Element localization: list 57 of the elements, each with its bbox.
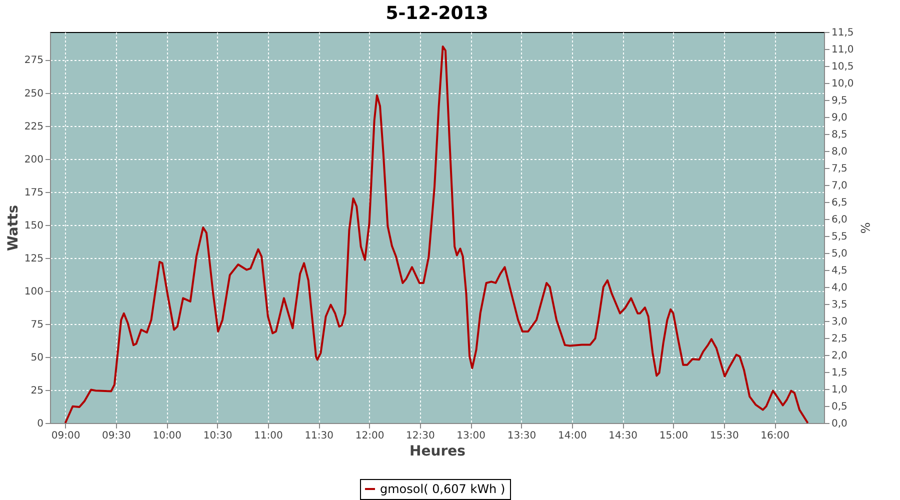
x-tick-label: 13:00	[456, 430, 486, 442]
line-series	[64, 46, 809, 424]
y2-tick-label: 0,5	[832, 402, 848, 412]
x-tick-label: 15:30	[710, 430, 739, 442]
x-tick-label: 10:30	[203, 430, 232, 442]
y2-tick-label: 3,5	[832, 300, 848, 310]
y-axis-title: Watts	[5, 204, 22, 252]
y-tick-label: 125	[24, 253, 44, 264]
y2-tick-label: 3,0	[832, 316, 848, 328]
x-tick-label: 14:30	[608, 430, 638, 442]
y-tick-label: 100	[24, 286, 44, 298]
y-tick-label: 275	[24, 55, 44, 66]
x-axis-title: Heures	[410, 444, 466, 460]
y-tick-label: 225	[24, 121, 44, 132]
x-tick-label: 16:00	[760, 430, 790, 442]
y2-tick-label: 2,0	[832, 350, 848, 362]
y2-tick-label: 6,0	[832, 214, 848, 226]
y2-tick-label: 10,5	[832, 62, 854, 72]
y2-tick-label: 5,5	[832, 232, 848, 242]
y-tick-label: 200	[24, 154, 44, 166]
chart-title: 5-12-2013	[386, 3, 488, 24]
y-tick-label: 250	[24, 88, 44, 100]
y2-tick-label: 4,5	[832, 266, 848, 276]
y2-tick-label: 10,0	[832, 78, 854, 90]
y-tick-label: 175	[24, 187, 44, 198]
y-tick-label: 25	[30, 385, 44, 396]
y2-tick-label: 11,5	[832, 28, 854, 38]
y2-tick-label: 1,5	[832, 368, 848, 378]
y2-tick-label: 8,5	[832, 130, 848, 140]
y-tick-label: 50	[30, 352, 44, 364]
y-tick-label: 0	[37, 418, 44, 430]
y2-tick-label: 0,0	[832, 418, 848, 430]
y2-tick-label: 9,0	[832, 112, 848, 124]
y2-tick-label: 4,0	[832, 282, 848, 294]
x-tick-label: 15:00	[659, 430, 688, 442]
y2-tick-label: 1,0	[832, 384, 848, 396]
y2-tick-label: 5,0	[832, 248, 848, 260]
x-tick-label: 10:00	[152, 430, 182, 442]
y2-tick-label: 6,5	[832, 198, 848, 208]
x-tick-label: 09:00	[51, 430, 80, 442]
x-tick-label: 11:30	[304, 430, 334, 442]
x-tick-label: 13:30	[507, 430, 536, 442]
y2-tick-label: 9,5	[832, 96, 848, 106]
x-tick-label: 11:00	[254, 430, 283, 442]
y2-tick-label: 7,5	[832, 164, 848, 174]
y2-tick-label: 11,0	[832, 44, 854, 56]
x-tick-label: 12:30	[406, 430, 435, 442]
y2-tick-label: 7,0	[832, 180, 848, 192]
x-tick-label: 09:30	[102, 430, 131, 442]
y2-tick-label: 2,5	[832, 334, 848, 344]
x-tick-label: 12:00	[355, 430, 384, 442]
y-tick-label: 150	[24, 220, 44, 232]
y-tick-label: 75	[30, 319, 44, 330]
y2-axis-title: %	[858, 222, 872, 234]
legend-label: gmosol( 0,607 kWh )	[380, 482, 506, 496]
y2-tick-label: 8,0	[832, 146, 848, 158]
x-tick-label: 14:00	[558, 430, 587, 442]
